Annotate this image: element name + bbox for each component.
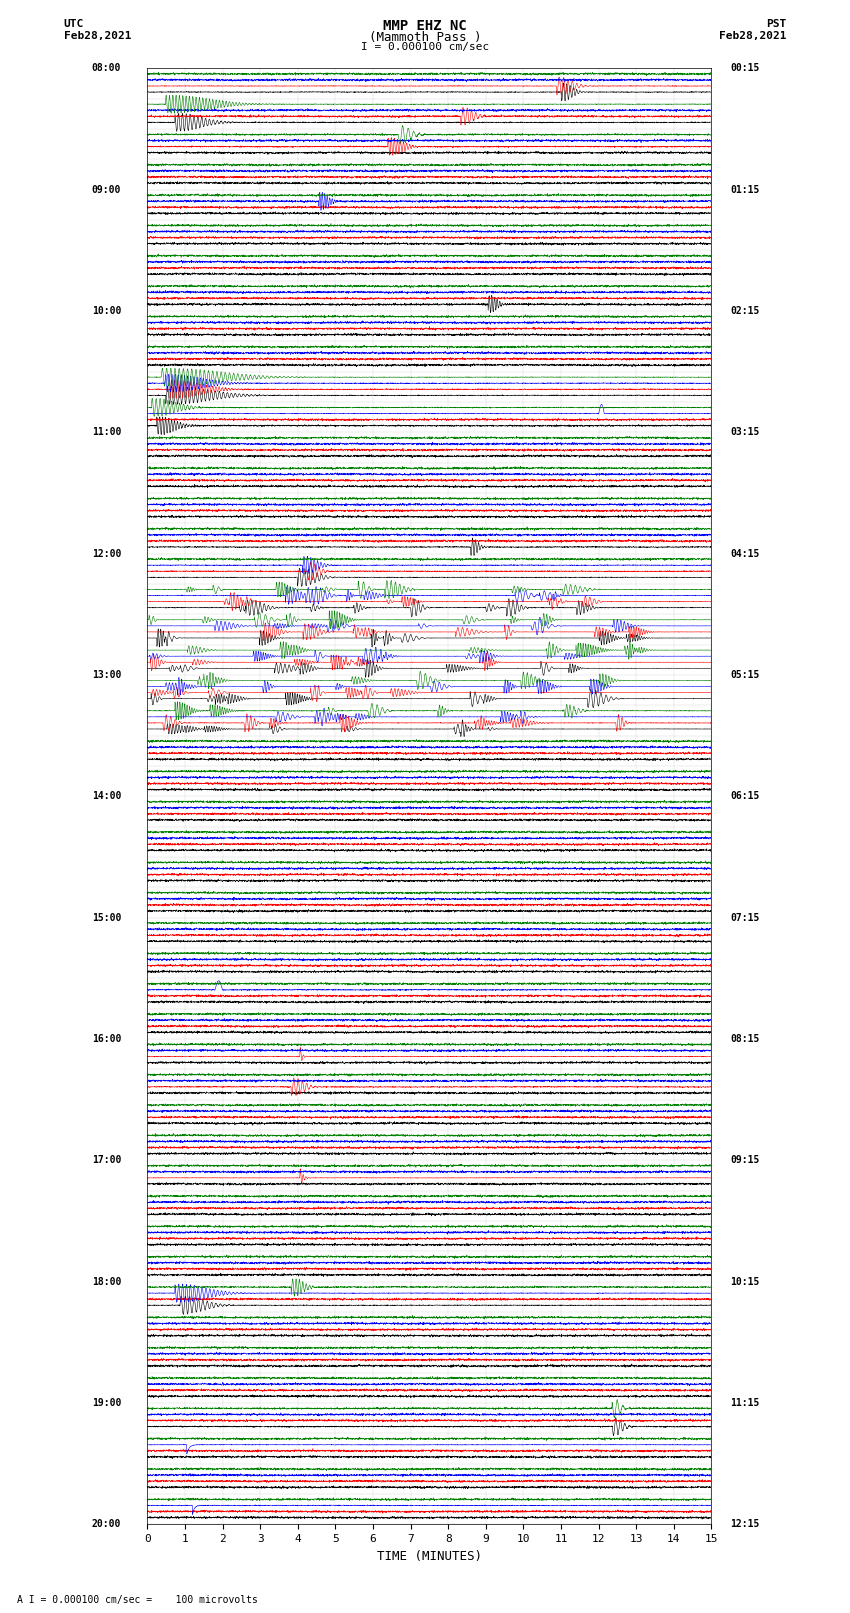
Text: 07:15: 07:15 bbox=[730, 913, 760, 923]
Text: 08:00: 08:00 bbox=[92, 63, 121, 73]
Text: PST: PST bbox=[766, 19, 786, 29]
Text: 14:00: 14:00 bbox=[92, 792, 121, 802]
Text: 12:15: 12:15 bbox=[730, 1519, 760, 1529]
Text: 04:15: 04:15 bbox=[730, 548, 760, 558]
Text: A I = 0.000100 cm/sec =    100 microvolts: A I = 0.000100 cm/sec = 100 microvolts bbox=[17, 1595, 258, 1605]
Text: 01:15: 01:15 bbox=[730, 185, 760, 195]
Text: 06:15: 06:15 bbox=[730, 792, 760, 802]
Text: 20:00: 20:00 bbox=[92, 1519, 121, 1529]
Text: 09:15: 09:15 bbox=[730, 1155, 760, 1165]
Text: 13:00: 13:00 bbox=[92, 669, 121, 681]
Text: 08:15: 08:15 bbox=[730, 1034, 760, 1044]
Text: 16:00: 16:00 bbox=[92, 1034, 121, 1044]
Text: 02:15: 02:15 bbox=[730, 306, 760, 316]
Text: 17:00: 17:00 bbox=[92, 1155, 121, 1165]
Text: 05:15: 05:15 bbox=[730, 669, 760, 681]
Text: 12:00: 12:00 bbox=[92, 548, 121, 558]
Text: Feb28,2021: Feb28,2021 bbox=[719, 31, 786, 40]
Text: 09:00: 09:00 bbox=[92, 185, 121, 195]
Text: 03:15: 03:15 bbox=[730, 427, 760, 437]
Text: MMP EHZ NC: MMP EHZ NC bbox=[383, 19, 467, 34]
X-axis label: TIME (MINUTES): TIME (MINUTES) bbox=[377, 1550, 482, 1563]
Text: 10:15: 10:15 bbox=[730, 1276, 760, 1287]
Text: 00:15: 00:15 bbox=[730, 63, 760, 73]
Text: 18:00: 18:00 bbox=[92, 1276, 121, 1287]
Text: 15:00: 15:00 bbox=[92, 913, 121, 923]
Text: UTC: UTC bbox=[64, 19, 84, 29]
Text: 11:15: 11:15 bbox=[730, 1398, 760, 1408]
Text: (Mammoth Pass ): (Mammoth Pass ) bbox=[369, 31, 481, 44]
Text: 10:00: 10:00 bbox=[92, 306, 121, 316]
Text: Feb28,2021: Feb28,2021 bbox=[64, 31, 131, 40]
Text: 19:00: 19:00 bbox=[92, 1398, 121, 1408]
Text: 11:00: 11:00 bbox=[92, 427, 121, 437]
Text: I = 0.000100 cm/sec: I = 0.000100 cm/sec bbox=[361, 42, 489, 52]
